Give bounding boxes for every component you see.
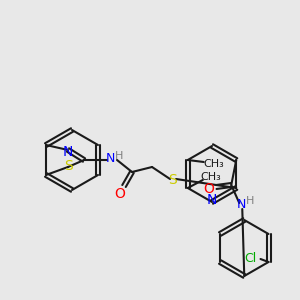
Text: N: N (105, 152, 115, 166)
Text: CH₃: CH₃ (203, 159, 224, 169)
Text: H: H (115, 151, 123, 161)
Text: H: H (246, 196, 254, 206)
Text: O: O (115, 187, 125, 201)
Text: Cl: Cl (244, 253, 256, 266)
Text: N: N (237, 199, 246, 212)
Text: N: N (63, 145, 73, 159)
Text: S: S (64, 159, 72, 173)
Text: CH₃: CH₃ (200, 172, 221, 182)
Text: S: S (168, 173, 176, 187)
Text: N: N (207, 193, 217, 207)
Text: O: O (203, 182, 214, 196)
